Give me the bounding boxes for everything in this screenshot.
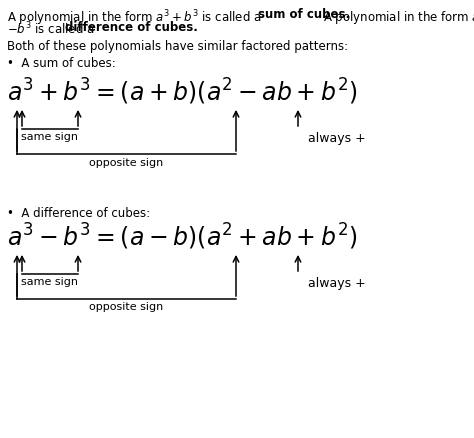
Text: $- b^3$ is called a: $- b^3$ is called a bbox=[7, 21, 96, 38]
Text: $a^3 - b^3 = (a - b)(a^2 + ab + b^2)$: $a^3 - b^3 = (a - b)(a^2 + ab + b^2)$ bbox=[7, 222, 357, 251]
Text: A polynomial in the form $a^3 + b^3$ is called a: A polynomial in the form $a^3 + b^3$ is … bbox=[7, 8, 263, 28]
Text: opposite sign: opposite sign bbox=[90, 301, 164, 311]
Text: $a^3 + b^3 = (a + b)(a^2 - ab + b^2)$: $a^3 + b^3 = (a + b)(a^2 - ab + b^2)$ bbox=[7, 77, 357, 107]
Text: same sign: same sign bbox=[21, 132, 79, 141]
Text: same sign: same sign bbox=[21, 276, 79, 286]
Text: always +: always + bbox=[308, 132, 366, 145]
Text: sum of cubes.: sum of cubes. bbox=[258, 8, 350, 21]
Text: difference of cubes.: difference of cubes. bbox=[65, 21, 198, 34]
Text: always +: always + bbox=[308, 276, 366, 290]
Text: A polynomial in the form $a^3$: A polynomial in the form $a^3$ bbox=[323, 8, 474, 28]
Text: •  A sum of cubes:: • A sum of cubes: bbox=[7, 57, 116, 70]
Text: •  A difference of cubes:: • A difference of cubes: bbox=[7, 207, 150, 219]
Text: Both of these polynomials have similar factored patterns:: Both of these polynomials have similar f… bbox=[7, 40, 348, 53]
Text: opposite sign: opposite sign bbox=[90, 158, 164, 168]
